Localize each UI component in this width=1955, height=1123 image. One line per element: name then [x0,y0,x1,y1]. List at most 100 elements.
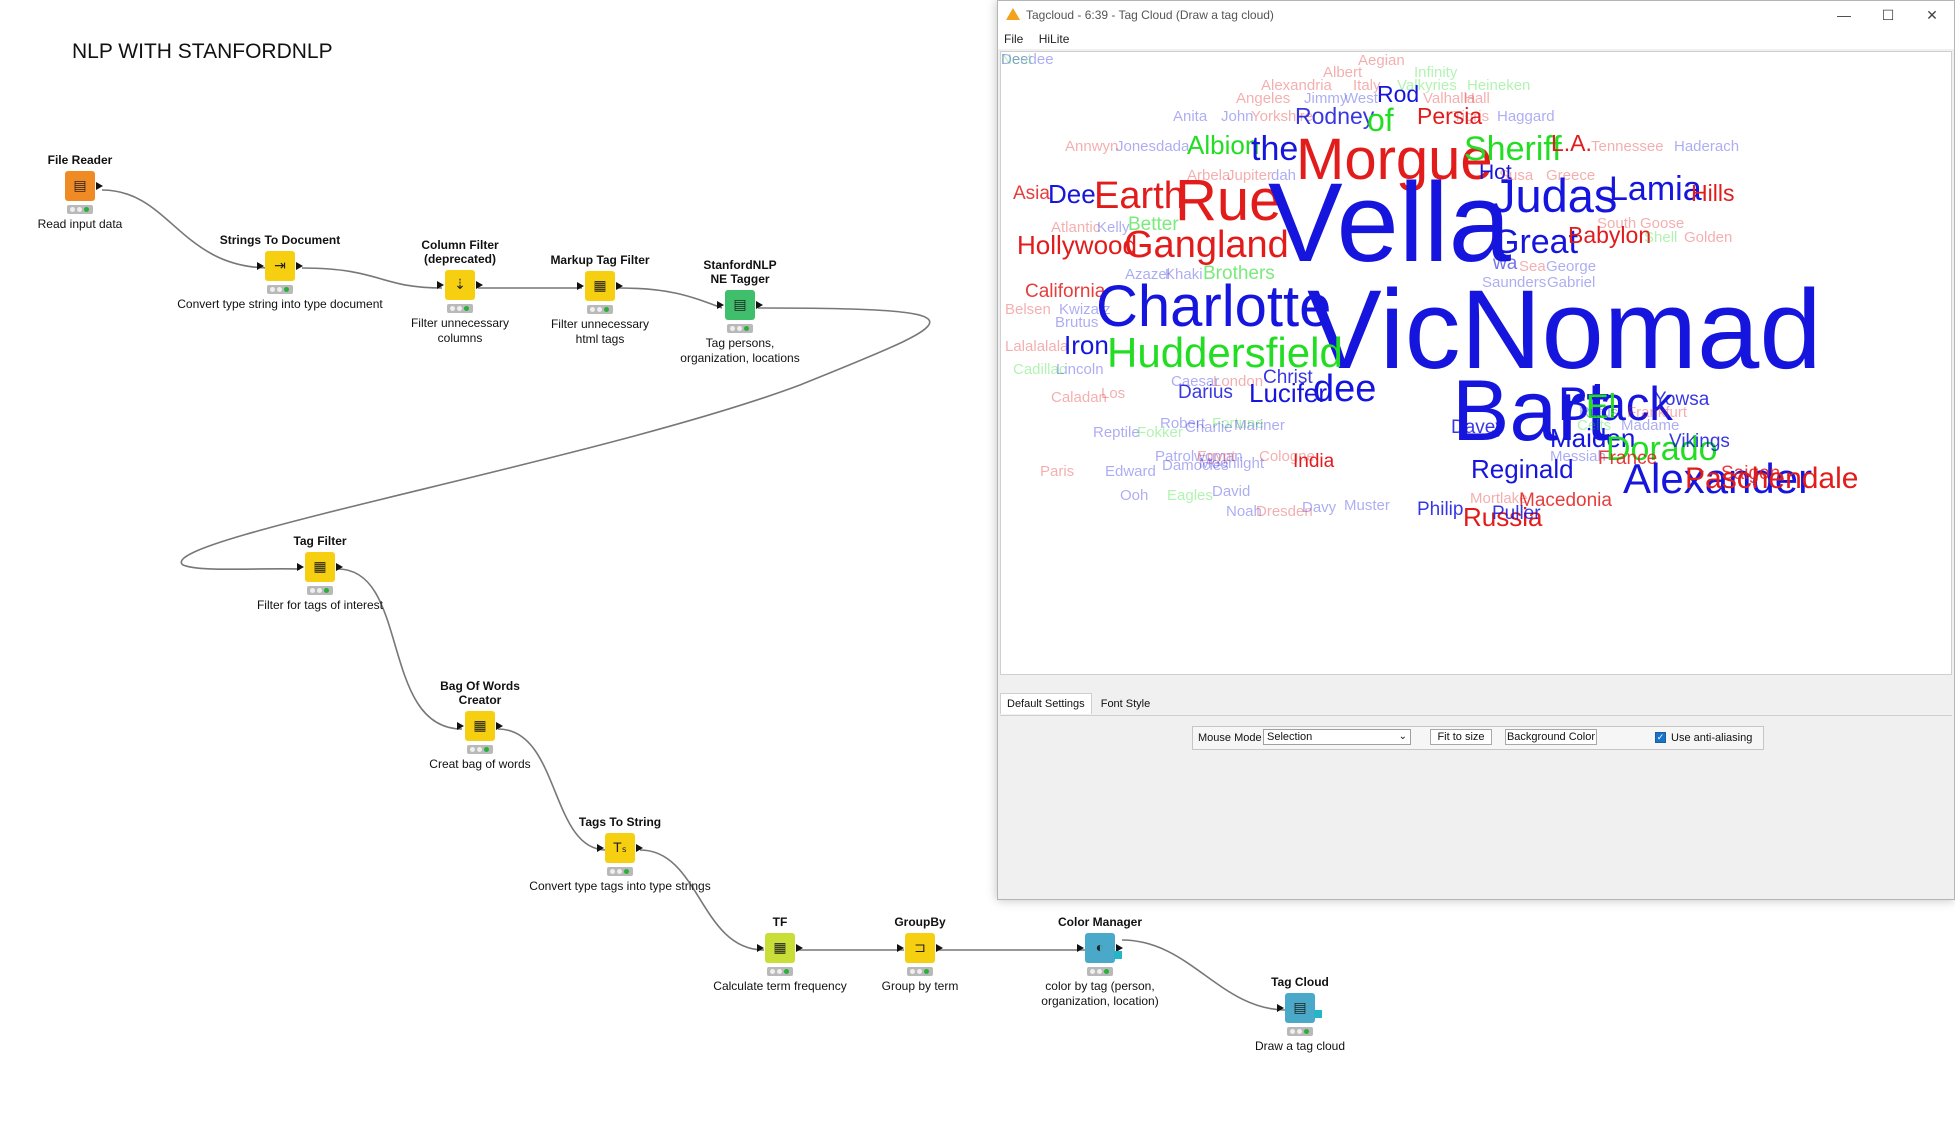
cloud-word[interactable]: Robert [1160,415,1206,432]
cloud-word[interactable]: Haderach [1674,138,1740,155]
cloud-word[interactable]: Valkyries [1397,77,1457,94]
node-strings-to-document[interactable]: Strings To Document ⇥ Convert type string … [130,233,430,312]
cloud-word[interactable]: Valhalla [1423,90,1476,107]
cloud-word[interactable]: Macedonia [1519,490,1612,511]
tag-filter-icon[interactable]: ▦ [577,271,623,301]
cloud-word[interactable]: Alexander [1623,455,1813,502]
input-port[interactable] [1277,1004,1284,1012]
node-tag-cloud[interactable]: Tag Cloud ▤ Draw a tag cloud [1150,975,1450,1054]
cloud-word[interactable]: Caladan [1051,389,1107,406]
cloud-word[interactable]: Anita [1173,108,1208,125]
input-port[interactable] [597,844,604,852]
cloud-word[interactable]: Heineken [1467,77,1531,94]
output-port[interactable] [496,722,503,730]
document-icon[interactable]: ⇥ [257,251,303,281]
cloud-word[interactable]: Frankfurt [1627,404,1688,421]
cloud-word[interactable]: India [1293,451,1335,472]
connection-tag-filter-to-bag[interactable] [337,568,463,730]
connection-file-reader-to-strings[interactable] [101,189,271,269]
cloud-word[interactable]: Albert [1323,64,1363,81]
output-port[interactable] [476,281,483,289]
cloud-word[interactable]: David [1212,483,1251,500]
cloud-word[interactable]: Angeles [1236,90,1291,107]
mouse-mode-select[interactable]: Selection ⌄ [1263,729,1411,745]
node-file-reader[interactable]: File Reader ▤ Read input data [0,153,230,232]
window-titlebar[interactable]: Tagcloud - 6:39 - Tag Cloud (Draw a tag … [998,1,1954,29]
cloud-word[interactable]: Lincoln [1056,361,1104,378]
cloud-word[interactable]: the [1251,130,1299,168]
cloud-word[interactable]: George [1546,258,1597,275]
cloud-word[interactable]: Lalalalala [1005,338,1069,355]
cloud-word[interactable]: Los [1101,385,1126,402]
cloud-word[interactable]: Jones [1116,138,1157,155]
output-port[interactable] [1116,944,1123,952]
filter-icon[interactable]: ⇣ [437,270,483,300]
cloud-word[interactable]: Dorado [1606,430,1718,468]
cloud-word[interactable]: Lucifer [1249,378,1328,408]
cloud-word[interactable]: Paschendale [1685,462,1859,495]
cloud-word[interactable]: Tennessee [1591,138,1664,155]
output-port[interactable] [636,844,643,852]
cloud-word[interactable]: Christ [1263,367,1313,388]
cloud-word[interactable]: Gangland [1124,224,1289,266]
cloud-word[interactable]: Italy [1353,77,1381,94]
cloud-word[interactable]: Fokker [1137,424,1183,441]
node-tag-filter[interactable]: Tag Filter ▦ Filter for tags of interest [170,534,470,613]
cloud-word[interactable]: Saigon [1721,463,1781,484]
cloud-word[interactable]: Messiah [1550,448,1606,465]
cloud-word[interactable]: Great [1493,223,1579,261]
cloud-word[interactable]: Babylon [1568,222,1652,248]
cloud-word[interactable]: Mariner [1234,417,1285,434]
cloud-word[interactable]: Charlotte [1096,274,1332,339]
tag-cloud-window[interactable]: Tagcloud - 6:39 - Tag Cloud (Draw a tag … [997,0,1955,900]
cloud-word[interactable]: Bart [1452,363,1610,459]
input-port[interactable] [897,944,904,952]
cloud-word[interactable]: Atlantic [1051,219,1101,236]
input-port[interactable] [437,281,444,289]
cloud-word[interactable]: Damocles [1162,457,1229,474]
cloud-word[interactable]: Infinity [1414,64,1458,81]
output-port[interactable] [616,282,623,290]
cloud-word[interactable]: Iron [1064,330,1109,360]
tags-to-string-icon[interactable]: Tₛ [597,833,643,863]
cloud-word[interactable]: Fortune [1212,415,1264,432]
cloud-word[interactable]: Noah [1226,503,1262,520]
cloud-word[interactable]: Reptile [1093,424,1140,441]
cloud-word[interactable]: Susa [1499,167,1534,184]
cloud-word[interactable]: Rodney [1295,103,1375,129]
cloud-word[interactable]: Better [1128,214,1179,235]
cloud-word[interactable]: Nest [1001,51,1032,68]
cloud-word[interactable]: Belsen [1005,301,1051,318]
node-column-filter[interactable]: Column Filter (deprecated) ⇣ Filter unnece… [310,238,610,346]
connection-color-manager-to-tag-cloud[interactable] [1121,939,1287,1011]
cloud-word[interactable]: Arbela [1187,167,1231,184]
cloud-word[interactable]: Albion [1187,130,1260,160]
anti-aliasing-checkbox[interactable]: ✓ [1655,732,1666,743]
cloud-word[interactable]: Brothers [1203,263,1275,284]
cloud-word[interactable]: Hills [1691,180,1735,206]
cloud-word[interactable]: Muster [1344,497,1390,514]
output-port[interactable] [336,563,343,571]
cloud-word[interactable]: Saunders [1482,274,1547,291]
cloud-word[interactable]: Tigris [1453,108,1490,125]
input-port[interactable] [757,944,764,952]
cloud-word[interactable]: Puller [1492,503,1541,524]
connection-strings-to-column-filter[interactable] [301,267,443,289]
cloud-word[interactable]: Huddersfield [1107,329,1343,376]
cloud-word[interactable]: West [1344,90,1378,107]
cloud-word[interactable]: Sea [1519,258,1546,275]
cloud-word[interactable]: Cadillac [1013,361,1067,378]
node-markup-tag-filter[interactable]: Markup Tag Filter ▦ Filter unnecessary htm… [450,253,750,347]
cloud-word[interactable]: Yowsa [1654,389,1710,410]
tag-cloud-view[interactable]: Aegian Albert Infinity Alexandria Italy Valky… [1000,51,1952,675]
cloud-word[interactable]: Sheriff [1464,130,1562,168]
cloud-word[interactable]: Caesar [1171,373,1220,390]
cloud-word[interactable]: California [1025,281,1106,302]
cloud-word[interactable]: Eagles [1167,487,1213,504]
tag-cloud-icon[interactable]: ▤ [1277,993,1322,1023]
cloud-word[interactable]: dee [1313,368,1377,410]
cloud-word[interactable]: VicNomad [1307,267,1822,392]
connection-tagger-to-tag-filter[interactable] [180,307,931,571]
cloud-word[interactable]: Vella [1268,160,1511,285]
cloud-word[interactable]: Ooh [1120,487,1149,504]
